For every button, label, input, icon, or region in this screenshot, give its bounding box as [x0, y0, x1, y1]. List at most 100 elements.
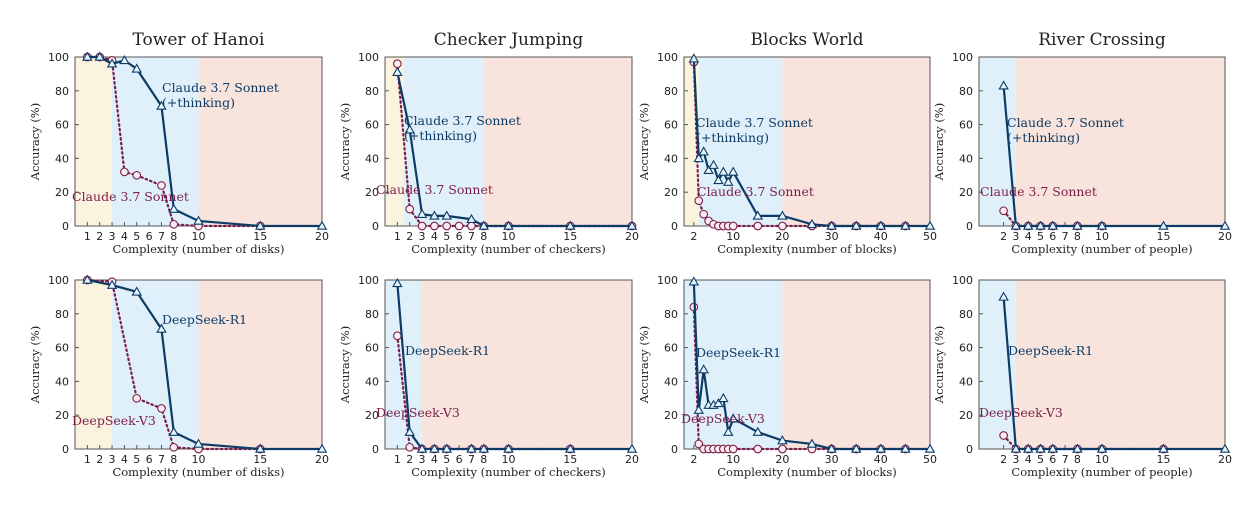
- x-tick-label: 3: [1012, 230, 1019, 243]
- x-tick-label: 2: [406, 230, 413, 243]
- x-tick-label: 6: [146, 230, 153, 243]
- data-point-thinking: [168, 203, 180, 213]
- x-tick-label: 2: [1000, 453, 1007, 466]
- data-point-thinking: [713, 397, 724, 408]
- data-point-thinking: [1096, 220, 1108, 230]
- x-tick-label: 8: [480, 230, 487, 243]
- x-tick-label: 20: [1218, 453, 1232, 466]
- complexity-zone: [75, 280, 113, 449]
- y-tick-label: 60: [55, 119, 69, 132]
- x-tick-label: 7: [1062, 230, 1069, 243]
- data-point-thinking: [404, 124, 415, 134]
- complexity-zone: [422, 280, 632, 449]
- x-tick-label: 20: [1218, 230, 1232, 243]
- data-point-nothinking: [132, 170, 142, 180]
- data-point-nothinking: [430, 221, 439, 231]
- data-point-thinking: [850, 220, 862, 230]
- data-point-thinking: [698, 146, 709, 156]
- data-point-thinking: [875, 220, 887, 230]
- data-point-thinking: [565, 220, 576, 230]
- x-tick-label: 10: [192, 230, 206, 243]
- series-line-thinking: [86, 55, 324, 228]
- data-point-thinking: [1096, 443, 1108, 453]
- data-point-thinking: [503, 443, 514, 453]
- y-axis-label: Accuracy (%): [637, 103, 651, 181]
- x-tick-label: 4: [1025, 230, 1032, 243]
- y-tick-label: 40: [55, 152, 69, 165]
- data-point-thinking: [1010, 443, 1022, 453]
- y-axis-label: Accuracy (%): [932, 326, 946, 404]
- y-tick-label: 80: [664, 308, 678, 321]
- x-tick-label: 3: [419, 230, 426, 243]
- x-tick-label: 3: [419, 453, 426, 466]
- complexity-zone: [782, 280, 930, 449]
- data-point-thinking: [119, 54, 130, 65]
- data-point-thinking: [1158, 443, 1169, 453]
- data-point-thinking: [404, 426, 415, 436]
- x-tick-label: 5: [443, 230, 450, 243]
- y-tick-label: 80: [959, 85, 973, 98]
- y-tick-label: 0: [966, 443, 973, 456]
- series-label-thinking: Claude 3.7 Sonnet (+thinking): [1007, 115, 1124, 145]
- subplot-1-0: 0 20 40 60 80 100 1 2 3 4 5 6 7 8 10 15 20 Complexity (nu…: [338, 30, 639, 256]
- data-point-thinking: [168, 426, 180, 436]
- complexity-zone: [75, 57, 113, 226]
- x-tick-label: 6: [1049, 230, 1056, 243]
- complexity-zone: [1015, 280, 1225, 449]
- data-point-nothinking: [753, 221, 763, 231]
- data-point-thinking: [718, 392, 729, 403]
- data-point-thinking: [106, 58, 118, 68]
- y-tick-label: 60: [664, 342, 678, 355]
- column-title: River Crossing: [1038, 30, 1166, 50]
- complexity-zone: [112, 57, 199, 226]
- x-tick-label: 40: [874, 453, 888, 466]
- series-line-thinking: [396, 282, 634, 451]
- data-point-thinking: [131, 286, 142, 296]
- y-tick-label: 20: [55, 409, 69, 422]
- series-label-thinking: Claude 3.7 Sonnet (+thinking): [404, 113, 521, 143]
- x-tick-label: 8: [170, 453, 177, 466]
- complexity-zone: [198, 280, 322, 449]
- data-point-thinking: [1072, 220, 1083, 230]
- x-tick-label: 40: [874, 230, 888, 243]
- data-point-thinking: [688, 53, 700, 63]
- x-tick-label: 15: [253, 453, 267, 466]
- x-tick-label: 7: [468, 453, 475, 466]
- x-tick-label: 4: [121, 230, 128, 243]
- data-point-thinking: [826, 443, 837, 453]
- x-tick-label: 1: [84, 230, 91, 243]
- x-tick-label: 10: [726, 453, 740, 466]
- series-label-nothinking: Claude 3.7 Sonnet: [376, 182, 493, 197]
- subplot-2-0: 0 20 40 60 80 100 2 10 20 30 40 50 Complexity (numbe…: [637, 30, 937, 256]
- x-tick-label: 8: [1074, 453, 1081, 466]
- data-point-thinking: [1022, 443, 1034, 453]
- data-point-nothinking: [442, 221, 452, 231]
- y-axis-label: Accuracy (%): [932, 103, 946, 181]
- subplot-1-1: 0 20 40 60 80 100 1 2 3 4 5 6 7 8 10 15 20 Complexity (nu…: [338, 274, 639, 479]
- y-tick-label: 0: [372, 220, 379, 233]
- y-tick-label: 100: [657, 274, 678, 287]
- data-point-thinking: [998, 80, 1009, 90]
- data-point-thinking: [998, 291, 1009, 301]
- column-title: Blocks World: [750, 30, 863, 50]
- series-label-nothinking: Claude 3.7 Sonnet: [980, 184, 1097, 199]
- y-tick-label: 40: [664, 375, 678, 388]
- complexity-zone: [698, 57, 783, 226]
- y-tick-label: 40: [365, 152, 379, 165]
- complexity-zone: [979, 57, 1016, 226]
- data-point-thinking: [392, 277, 403, 288]
- data-point-nothinking: [778, 221, 787, 231]
- data-point-thinking: [626, 220, 638, 230]
- x-tick-label: 8: [170, 230, 177, 243]
- series-label-thinking: DeepSeek-R1: [405, 343, 490, 358]
- data-point-thinking: [255, 443, 266, 453]
- y-tick-label: 20: [664, 409, 678, 422]
- data-point-thinking: [255, 220, 266, 230]
- series-label-thinking: DeepSeek-R1: [1008, 343, 1093, 358]
- x-tick-label: 3: [109, 453, 116, 466]
- data-point-thinking: [900, 220, 911, 230]
- y-tick-label: 60: [959, 119, 973, 132]
- y-tick-label: 80: [365, 85, 379, 98]
- y-tick-label: 100: [657, 51, 678, 64]
- data-point-thinking: [806, 438, 818, 448]
